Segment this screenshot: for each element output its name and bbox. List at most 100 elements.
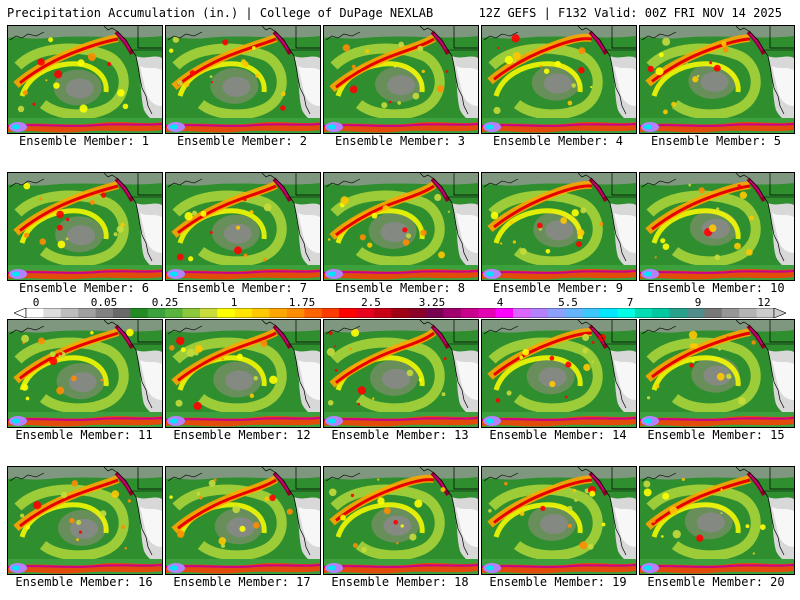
colorbar-swatch (530, 308, 549, 318)
colorbar-swatch (565, 308, 584, 318)
colorbar-swatch (217, 308, 236, 318)
ensemble-member-caption: Ensemble Member: 11 (15, 428, 153, 442)
ensemble-map-panel (481, 172, 637, 281)
colorbar-swatch (443, 308, 462, 318)
ensemble-map-panel (323, 466, 479, 575)
colorbar-swatch (339, 308, 358, 318)
ensemble-member-caption: Ensemble Member: 9 (492, 281, 624, 295)
colorbar-tick-label: 1 (230, 296, 238, 309)
colorbar-swatch (582, 308, 601, 318)
colorbar-swatch (26, 308, 44, 318)
ensemble-member-caption: Ensemble Member: 4 (492, 134, 624, 148)
colorbar-swatch (600, 308, 618, 318)
ensemble-map-panel (7, 319, 163, 428)
colorbar-swatch (112, 308, 131, 318)
ensemble-map-panel (165, 172, 321, 281)
ensemble-map-panel (323, 25, 479, 134)
ensemble-map-panel (481, 466, 637, 575)
ensemble-map-panel (481, 319, 637, 428)
colorbar-swatch (460, 308, 479, 318)
ensemble-member-caption: Ensemble Member: 7 (176, 281, 308, 295)
ensemble-map-panel (165, 25, 321, 134)
colorbar-swatch (43, 308, 62, 318)
colorbar-swatch (513, 308, 531, 318)
ensemble-member-caption: Ensemble Member: 8 (334, 281, 466, 295)
colorbar-swatch (147, 308, 166, 318)
colorbar-swatch (356, 308, 375, 318)
ensemble-member-caption: Ensemble Member: 1 (18, 134, 150, 148)
colorbar-left-arrow (14, 308, 27, 318)
ensemble-map-panel (7, 25, 163, 134)
colorbar-swatch (704, 308, 723, 318)
colorbar-swatch (634, 308, 653, 318)
colorbar-swatch (130, 308, 149, 318)
colorbar-swatch (165, 308, 184, 318)
colorbar-swatch (669, 308, 688, 318)
ensemble-map-panel (7, 172, 163, 281)
colorbar-tick-label: 0.25 (151, 296, 179, 309)
colorbar-swatch (721, 308, 740, 318)
colorbar-swatch (739, 308, 758, 318)
ensemble-member-caption: Ensemble Member: 20 (647, 575, 785, 589)
colorbar-swatch (547, 308, 566, 318)
colorbar-swatch (286, 308, 305, 318)
colorbar-tick-label: 1.75 (288, 296, 316, 309)
ensemble-map-panel (323, 172, 479, 281)
colorbar: 0 0.05 0.25 1 1.75 2.5 3.25 4 5.5 7 9 12 (0, 296, 800, 320)
ensemble-map-panel (165, 319, 321, 428)
colorbar-swatch (252, 308, 271, 318)
colorbar-tick-label: 9 (694, 296, 702, 309)
ensemble-map-panel (7, 466, 163, 575)
colorbar-swatch (321, 308, 340, 318)
ensemble-member-caption: Ensemble Member: 14 (489, 428, 627, 442)
colorbar-scale (14, 308, 786, 318)
colorbar-swatch (60, 308, 79, 318)
colorbar-swatch (182, 308, 201, 318)
ensemble-member-caption: Ensemble Member: 18 (331, 575, 469, 589)
run-valid-time: 12Z GEFS | F132 Valid: 00Z FRI NOV 14 20… (478, 6, 782, 20)
ensemble-member-caption: Ensemble Member: 2 (176, 134, 308, 148)
ensemble-member-caption: Ensemble Member: 6 (18, 281, 150, 295)
ensemble-member-caption: Ensemble Member: 12 (173, 428, 311, 442)
ensemble-member-caption: Ensemble Member: 19 (489, 575, 627, 589)
ensemble-member-caption: Ensemble Member: 5 (650, 134, 782, 148)
colorbar-swatch (199, 308, 218, 318)
colorbar-swatch (426, 308, 444, 318)
colorbar-swatch (373, 308, 392, 318)
ensemble-member-caption: Ensemble Member: 13 (331, 428, 469, 442)
colorbar-swatch (408, 308, 427, 318)
ensemble-member-caption: Ensemble Member: 10 (647, 281, 785, 295)
colorbar-tick-label: 5.5 (558, 296, 578, 309)
colorbar-tick-label: 0 (32, 296, 40, 309)
colorbar-swatch (756, 308, 775, 318)
ensemble-map-panel (323, 319, 479, 428)
colorbar-swatch (687, 308, 705, 318)
colorbar-tick-label: 2.5 (361, 296, 381, 309)
ensemble-member-caption: Ensemble Member: 17 (173, 575, 311, 589)
ensemble-map-panel (639, 25, 795, 134)
colorbar-tick-label: 7 (626, 296, 634, 309)
colorbar-swatch (269, 308, 288, 318)
ensemble-map-panel (639, 319, 795, 428)
colorbar-swatch (234, 308, 253, 318)
colorbar-swatch (391, 308, 410, 318)
colorbar-swatch (495, 308, 514, 318)
ensemble-map-panel (165, 466, 321, 575)
page-title: Precipitation Accumulation (in.) | Colle… (7, 6, 434, 20)
ensemble-member-caption: Ensemble Member: 15 (647, 428, 785, 442)
colorbar-swatch (78, 308, 97, 318)
colorbar-tick-label: 12 (757, 296, 771, 309)
colorbar-tick-label: 0.05 (90, 296, 118, 309)
ensemble-map-panel (639, 466, 795, 575)
colorbar-swatch (652, 308, 671, 318)
colorbar-right-arrow (773, 308, 786, 318)
ensemble-map-panel (639, 172, 795, 281)
ensemble-member-caption: Ensemble Member: 16 (15, 575, 153, 589)
colorbar-swatch (478, 308, 497, 318)
colorbar-tick-label: 3.25 (418, 296, 446, 309)
ensemble-member-caption: Ensemble Member: 3 (334, 134, 466, 148)
ensemble-map-panel (481, 25, 637, 134)
header: Precipitation Accumulation (in.) | Colle… (0, 0, 800, 22)
colorbar-swatch (304, 308, 323, 318)
colorbar-tick-label: 4 (496, 296, 504, 309)
